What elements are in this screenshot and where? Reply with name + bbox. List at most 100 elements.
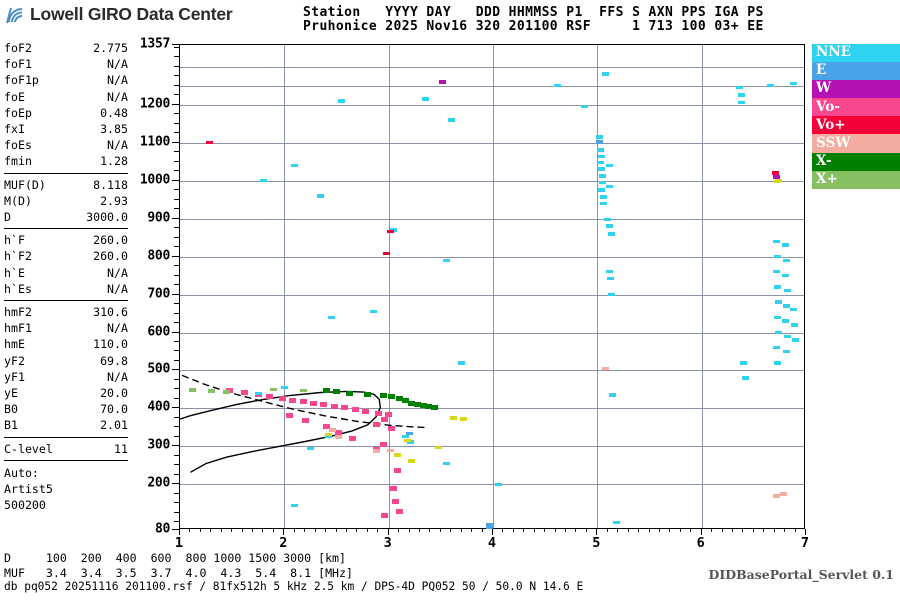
echo-mark [612, 520, 620, 525]
x-axis-minor-tick [492, 529, 493, 532]
echo-mark [388, 425, 396, 431]
echo-mark [789, 307, 797, 312]
x-axis-minor-tick [439, 529, 441, 532]
x-axis-minor-tick [335, 529, 337, 532]
param-value: 0.48 [100, 105, 128, 120]
param-value: N/A [107, 281, 128, 296]
x-axis-minor-tick [231, 529, 233, 532]
legend-item-w[interactable]: W [812, 80, 900, 99]
echo-mark [781, 319, 789, 323]
echo-mark [775, 330, 783, 335]
legend-item-vo[interactable]: Vo+ [812, 116, 900, 135]
y-axis-tick-label: 200 [147, 475, 170, 491]
param-row: M(D) 2.93 [4, 193, 128, 209]
param-key: hmF1 [4, 321, 32, 336]
y-axis: 80 200 300 400 500 600 700 800 900 1000 1100 1200 13… [0, 37, 179, 537]
grid-line-vertical [493, 45, 494, 528]
y-axis-tick-label: 800 [147, 248, 170, 264]
param-value: 11 [114, 441, 128, 456]
y-axis-tick-label: 80 [154, 521, 170, 537]
param-divider [4, 172, 128, 174]
y-axis-minor-tick [174, 502, 179, 504]
x-axis-minor-tick [658, 529, 660, 532]
y-axis-tick [172, 44, 179, 45]
x-axis-minor-tick [220, 529, 222, 532]
param-key: foF1 [4, 57, 32, 72]
footer-text: db pq052 20251116 201100.rsf / 81fx512h … [4, 580, 584, 593]
echo-mark [387, 229, 395, 234]
param-row: MUF(D) 8.118 [4, 177, 128, 193]
y-axis-minor-tick [174, 113, 179, 115]
grid-line-vertical [284, 45, 286, 528]
echo-mark [609, 393, 617, 397]
y-axis-minor-tick [174, 426, 179, 428]
x-axis-tick [700, 529, 702, 535]
echo-mark [372, 449, 380, 453]
echo-mark [266, 393, 274, 399]
echo-mark [608, 292, 616, 297]
x-axis-tick-label: 1 [174, 535, 184, 551]
param-value: N/A [107, 138, 128, 153]
x-axis-minor-tick [690, 529, 692, 532]
muf-row-muf: MUF 3.4 3.4 3.5 3.7 4.0 4.3 5.4 8.1 [MHz… [4, 565, 354, 580]
x-axis-minor-tick [805, 529, 806, 532]
param-key: foE [4, 89, 25, 104]
ionogram-plot[interactable] [179, 44, 805, 529]
echo-mark [291, 503, 299, 508]
echo-mark [322, 424, 330, 430]
echo-mark [599, 174, 607, 178]
legend-item-x[interactable]: X- [812, 152, 900, 171]
legend-item-x[interactable]: X+ [812, 170, 900, 189]
echo-mark [447, 118, 455, 122]
echo-mark [598, 167, 605, 171]
x-axis-minor-tick [544, 529, 546, 532]
legend-item-ssw[interactable]: SSW [812, 134, 900, 153]
muf-row-d: D 100 200 400 600 800 1000 1500 3000 [km… [4, 551, 347, 565]
param-value: 110.0 [93, 337, 128, 352]
echo-mark [406, 431, 414, 436]
param-key: h`Es [4, 281, 32, 296]
y-axis-minor-tick [174, 454, 179, 456]
legend-item-e[interactable]: E [812, 62, 900, 81]
trace-line [180, 390, 382, 473]
param-value: 3.85 [100, 122, 128, 137]
x-axis-tick [805, 529, 806, 535]
echo-mark [421, 97, 429, 101]
echo-mark [773, 269, 781, 274]
echo-mark [338, 99, 346, 103]
echo-mark [380, 513, 388, 519]
param-row: fmin 1.28 [4, 153, 128, 169]
echo-mark [554, 83, 562, 88]
echo-mark [380, 416, 388, 422]
echo-mark [774, 285, 782, 289]
echo-mark [317, 194, 325, 198]
x-axis-minor-tick [752, 529, 754, 532]
y-axis-tick-label: 1100 [139, 134, 170, 150]
echo-mark [333, 389, 340, 395]
echo-mark [369, 309, 377, 314]
param-row: C-level 11 [4, 441, 128, 457]
y-axis-tick-label: 700 [147, 286, 170, 302]
param-value: N/A [107, 73, 128, 88]
param-key: hmE [4, 337, 25, 352]
echo-mark [442, 258, 450, 263]
echo-mark [486, 522, 494, 527]
y-axis-minor-tick [174, 416, 179, 418]
legend-label: E [816, 62, 827, 79]
echo-mark [299, 388, 307, 393]
param-row: h`Es N/A [4, 281, 128, 297]
legend-item-nne[interactable]: NNE [812, 44, 900, 63]
x-axis-minor-tick [262, 529, 264, 532]
y-axis-minor-tick [174, 75, 179, 77]
legend-item-vo[interactable]: Vo- [812, 98, 900, 117]
x-axis-minor-tick [210, 529, 212, 532]
param-row: foF1p N/A [4, 72, 128, 88]
echo-mark [598, 188, 605, 192]
grid-line-horizontal [180, 332, 804, 334]
y-axis-tick-label: 900 [147, 210, 170, 226]
echo-mark [280, 385, 288, 390]
param-value: N/A [107, 57, 128, 72]
param-value: 2.93 [100, 193, 128, 208]
x-axis-minor-tick [638, 529, 640, 532]
x-axis-minor-tick [304, 529, 306, 532]
